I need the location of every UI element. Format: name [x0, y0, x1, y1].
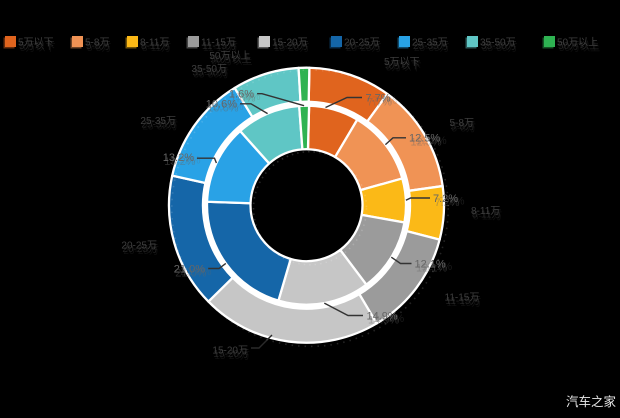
svg-text:11-15万: 11-15万: [202, 41, 237, 52]
svg-text:15-20万: 15-20万: [214, 351, 250, 362]
svg-text:5-8万: 5-8万: [87, 43, 111, 54]
svg-text:11-15万: 11-15万: [447, 298, 482, 309]
svg-text:5万以下: 5万以下: [386, 63, 422, 74]
svg-text:13.2%: 13.2%: [163, 152, 194, 164]
svg-text:25-35万: 25-35万: [413, 41, 449, 52]
svg-text:8-11万: 8-11万: [141, 41, 170, 52]
svg-text:11-15万: 11-15万: [445, 293, 480, 304]
svg-text:5万以下: 5万以下: [20, 43, 56, 54]
svg-text:35-50万: 35-50万: [482, 43, 518, 54]
svg-text:20-25万: 20-25万: [344, 38, 380, 49]
svg-text:35-50万: 35-50万: [192, 68, 228, 79]
svg-text:25-35万: 25-35万: [142, 122, 178, 133]
svg-text:25-35万: 25-35万: [140, 116, 176, 127]
svg-text:50万以上: 50万以上: [210, 54, 251, 66]
svg-text:21.0%: 21.0%: [175, 268, 206, 280]
svg-text:35-50万: 35-50万: [480, 38, 516, 49]
svg-text:25-35万: 25-35万: [141, 120, 177, 131]
svg-text:5-8万: 5-8万: [86, 41, 110, 52]
svg-text:11-15万: 11-15万: [201, 38, 236, 49]
svg-text:5万以下: 5万以下: [18, 38, 54, 49]
svg-text:15-20万: 15-20万: [272, 38, 308, 49]
svg-text:25-35万: 25-35万: [414, 43, 450, 54]
svg-text:1.6%: 1.6%: [229, 89, 254, 101]
svg-text:12.1%: 12.1%: [421, 261, 452, 273]
svg-text:5-8万: 5-8万: [450, 118, 474, 129]
svg-text:10.6%: 10.6%: [207, 103, 238, 115]
svg-text:1.6%: 1.6%: [235, 91, 260, 103]
svg-text:50万以上: 50万以上: [557, 37, 598, 49]
svg-text:14.9%: 14.9%: [373, 313, 404, 325]
svg-text:20-25万: 20-25万: [345, 41, 381, 52]
svg-text:21.0%: 21.0%: [180, 266, 211, 278]
svg-text:7.2%: 7.2%: [440, 195, 465, 207]
svg-text:14.9%: 14.9%: [368, 315, 399, 327]
svg-text:15-20万: 15-20万: [213, 349, 249, 360]
svg-text:5万以下: 5万以下: [19, 41, 55, 52]
svg-text:50万以上: 50万以上: [211, 56, 252, 68]
svg-text:15-20万: 15-20万: [273, 41, 309, 52]
svg-text:7.7%: 7.7%: [372, 95, 397, 107]
svg-text:汽车之家: 汽车之家: [566, 394, 617, 409]
svg-text:7.7%: 7.7%: [366, 93, 391, 105]
svg-text:12.1%: 12.1%: [416, 263, 447, 275]
svg-text:7.7%: 7.7%: [367, 97, 392, 109]
svg-text:8-11万: 8-11万: [473, 212, 502, 223]
svg-text:20-25万: 20-25万: [346, 43, 382, 54]
svg-text:12.5%: 12.5%: [409, 133, 440, 145]
svg-text:5-8万: 5-8万: [451, 122, 475, 133]
svg-text:35-50万: 35-50万: [191, 64, 227, 75]
svg-text:35-50万: 35-50万: [193, 70, 229, 81]
svg-text:11-15万: 11-15万: [446, 296, 481, 307]
svg-text:10.6%: 10.6%: [212, 101, 243, 113]
svg-text:8-11万: 8-11万: [140, 38, 169, 49]
svg-text:12.5%: 12.5%: [416, 135, 447, 147]
svg-text:50万以上: 50万以上: [209, 50, 250, 62]
svg-text:15-20万: 15-20万: [212, 346, 248, 357]
svg-text:11-15万: 11-15万: [203, 43, 238, 54]
svg-text:25-35万: 25-35万: [412, 38, 448, 49]
svg-text:21.0%: 21.0%: [174, 264, 205, 276]
svg-text:5-8万: 5-8万: [85, 38, 109, 49]
svg-text:10.6%: 10.6%: [206, 99, 237, 111]
svg-text:8-11万: 8-11万: [472, 210, 501, 221]
svg-text:13.2%: 13.2%: [164, 156, 195, 168]
svg-text:5-8万: 5-8万: [452, 124, 476, 135]
svg-text:20-25万: 20-25万: [121, 241, 157, 252]
svg-text:20-25万: 20-25万: [122, 244, 158, 255]
svg-text:12.5%: 12.5%: [411, 137, 442, 149]
svg-text:14.9%: 14.9%: [367, 311, 398, 323]
svg-text:7.2%: 7.2%: [435, 197, 460, 209]
svg-text:8-11万: 8-11万: [142, 43, 171, 54]
svg-text:8-11万: 8-11万: [471, 206, 500, 217]
svg-text:50万以上: 50万以上: [558, 40, 599, 52]
svg-text:5万以下: 5万以下: [385, 61, 421, 72]
svg-text:12.1%: 12.1%: [415, 259, 446, 271]
svg-text:35-50万: 35-50万: [481, 41, 517, 52]
svg-text:1.6%: 1.6%: [230, 93, 255, 105]
svg-text:5万以下: 5万以下: [384, 57, 420, 68]
svg-text:13.2%: 13.2%: [169, 155, 200, 167]
svg-text:15-20万: 15-20万: [274, 43, 310, 54]
svg-text:50万以上: 50万以上: [559, 42, 600, 54]
svg-text:20-25万: 20-25万: [123, 246, 159, 257]
svg-text:7.2%: 7.2%: [433, 193, 458, 205]
